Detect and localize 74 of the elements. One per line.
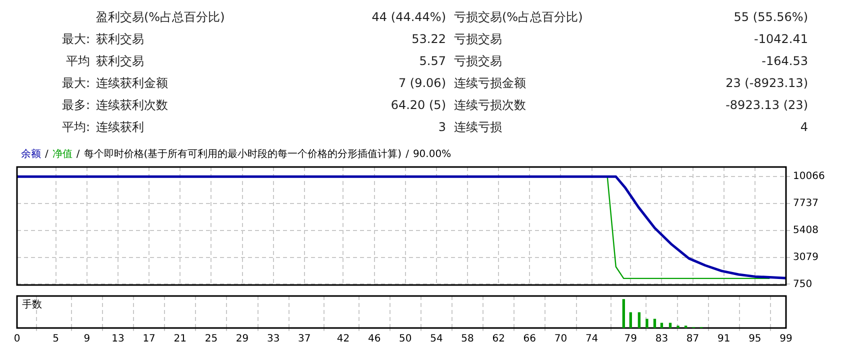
y-tick-label: 7737 xyxy=(793,198,818,210)
text: 每个即时价格(基于所有可利用的最小时段的每一个价格的分形插值计算) xyxy=(84,149,402,160)
text: 获利交易 xyxy=(96,32,144,46)
x-tick-label: 42 xyxy=(336,334,350,345)
x-tick-label: 5 xyxy=(52,334,60,345)
x-tick-label: 95 xyxy=(748,334,762,345)
x-tick-label: 62 xyxy=(492,334,505,345)
text: 5.57 xyxy=(419,54,446,68)
bar xyxy=(629,312,632,328)
bar xyxy=(668,322,672,328)
text: -1042.41 xyxy=(754,32,808,46)
text: 获利交易 xyxy=(96,54,144,68)
text: -164.53 xyxy=(762,54,808,68)
x-tick-label: 70 xyxy=(554,334,568,345)
x-tick-label: 25 xyxy=(204,334,218,345)
text: / xyxy=(406,149,409,160)
x-tick-label: 99 xyxy=(780,334,792,345)
y-tick-label: 3079 xyxy=(793,252,818,263)
text: 90.00% xyxy=(412,149,452,160)
x-tick-label: 54 xyxy=(430,334,443,345)
y-tick-label: 10066 xyxy=(793,171,825,182)
text: 7 (9.06) xyxy=(398,76,446,90)
text: 55 (55.56%) xyxy=(734,10,808,24)
x-tick-label: 9 xyxy=(84,334,90,345)
x-tick-label: 37 xyxy=(298,334,311,345)
x-tick-label: 58 xyxy=(461,334,474,345)
text: 最大: xyxy=(62,32,90,46)
y-axis-title: 手数 xyxy=(22,298,42,311)
bar xyxy=(646,318,648,328)
bar xyxy=(638,312,641,328)
y-tick-label: 750 xyxy=(793,278,812,290)
text: 平均: xyxy=(62,120,90,134)
x-tick-label: 0 xyxy=(14,334,20,345)
text: 最大: xyxy=(62,76,90,90)
text: 64.20 (5) xyxy=(390,98,446,112)
text: 最多: xyxy=(62,98,90,112)
x-tick-label: 66 xyxy=(523,334,536,345)
x-tick-label: 74 xyxy=(585,334,598,345)
text: / xyxy=(76,149,80,160)
series-label: 余额 xyxy=(21,149,41,160)
text: 亏损交易 xyxy=(454,54,502,68)
text: / xyxy=(45,149,48,160)
text: 连续亏损金额 xyxy=(454,76,526,90)
text: 平均 xyxy=(66,54,90,68)
text: -8923.13 (23) xyxy=(726,98,808,112)
bar xyxy=(660,322,664,328)
x-tick-label: 87 xyxy=(686,334,700,345)
x-tick-label: 50 xyxy=(399,334,412,345)
text: 亏损交易 xyxy=(454,32,502,46)
text: 连续获利 xyxy=(96,120,144,134)
text: 44 (44.44%) xyxy=(372,10,446,24)
text: 连续亏损 xyxy=(454,120,502,134)
text: 连续获利次数 xyxy=(96,98,168,112)
x-tick-label: 79 xyxy=(624,334,638,345)
x-tick-label: 91 xyxy=(717,334,730,345)
text: 53.22 xyxy=(412,32,446,46)
text: 3 xyxy=(438,120,446,134)
bar xyxy=(622,299,625,328)
x-tick-label: 29 xyxy=(236,334,249,345)
bar xyxy=(653,318,656,328)
text: 亏损交易(%占总百分比) xyxy=(454,10,583,24)
x-tick-label: 13 xyxy=(112,334,124,345)
x-tick-label: 33 xyxy=(266,334,280,345)
y-tick-label: 5408 xyxy=(793,225,818,236)
text: 连续亏损次数 xyxy=(454,98,526,112)
x-tick-label: 21 xyxy=(174,334,186,345)
text: 盈利交易(%占总百分比) xyxy=(96,10,225,24)
text: 23 (-8923.13) xyxy=(726,76,808,90)
x-tick-label: 46 xyxy=(368,334,381,345)
text: 连续获利金额 xyxy=(96,76,168,90)
x-tick-label: 17 xyxy=(142,334,156,345)
text: 4 xyxy=(800,120,808,134)
text: 净值 xyxy=(52,149,72,160)
x-tick-label: 83 xyxy=(655,334,668,345)
